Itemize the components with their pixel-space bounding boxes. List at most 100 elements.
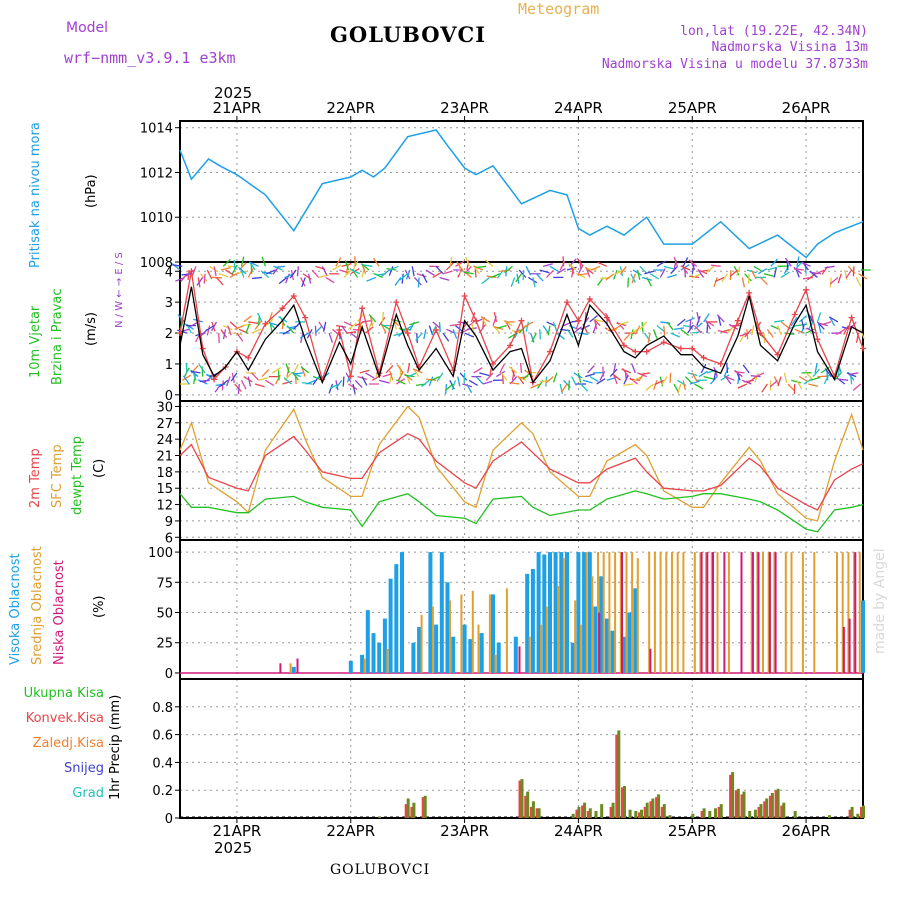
total-precip-bar — [588, 808, 592, 818]
gust-marker — [814, 336, 821, 343]
wind-arrow — [618, 321, 629, 326]
wind-arrow — [388, 266, 394, 276]
wind-arrow — [251, 372, 259, 381]
date-label-top: 21APR — [212, 99, 262, 117]
wind-arrow — [737, 374, 741, 385]
wind-arrow — [694, 383, 704, 390]
wind-arrow — [721, 273, 729, 283]
high-cloud-bar — [536, 552, 541, 673]
high-cloud-bar — [627, 612, 632, 673]
wind-arrow — [247, 376, 252, 387]
gust-marker — [643, 348, 650, 355]
wind-arrow — [177, 314, 186, 323]
wind-arrow — [656, 260, 666, 267]
wind-arrow — [435, 265, 444, 275]
wind-arrow — [344, 260, 350, 271]
wind-arrow — [649, 273, 660, 280]
wind-arrow — [500, 269, 511, 273]
wind-arrow — [669, 372, 672, 383]
wind-arrow — [611, 325, 621, 332]
wind-arrow — [682, 257, 689, 267]
wind-arrow — [403, 325, 413, 332]
wind-arrow — [380, 323, 390, 330]
wind-arrow — [399, 273, 409, 281]
wind-arrow — [691, 372, 698, 382]
high-cloud-bar — [360, 654, 365, 673]
total-precip-bar — [748, 811, 752, 818]
wind-arrow — [189, 321, 199, 328]
wind-arrow — [321, 266, 328, 276]
gust-marker — [632, 348, 639, 355]
wind-arrow — [609, 368, 618, 378]
wind-arrow — [389, 265, 399, 271]
wind-arrow — [796, 323, 807, 327]
wind-arrow — [372, 257, 380, 267]
wind-arrow — [597, 261, 608, 267]
wind-arrow — [245, 323, 251, 334]
date-label-top: 26APR — [781, 99, 831, 117]
wind-arrow — [193, 374, 197, 385]
wind-arrow — [535, 273, 544, 282]
y-tick-label: 1 — [165, 358, 173, 373]
wind-arrow — [559, 260, 566, 271]
wind-arrow — [227, 325, 232, 336]
y-tick-label: 25 — [156, 637, 173, 652]
total-precip-bar — [776, 788, 780, 818]
wind-arrow — [736, 266, 741, 277]
wind-arrow — [211, 321, 218, 332]
wind-arrow — [801, 319, 805, 330]
wind-arrow — [509, 381, 520, 385]
wind-arrow — [573, 372, 583, 379]
y-tick-label: 75 — [156, 576, 173, 591]
y-tick-label: 15 — [156, 482, 173, 497]
wind-arrow — [315, 325, 323, 334]
wind-arrow — [296, 266, 300, 277]
wind-arrow — [529, 332, 535, 343]
mid-cloud-bar — [494, 654, 497, 673]
wind-arrow — [780, 271, 790, 278]
wind-arrow — [623, 383, 634, 387]
wind-arrow — [218, 273, 229, 278]
wind-arrow — [677, 318, 686, 327]
wind-arrow — [838, 378, 849, 381]
total-precip-bar — [793, 811, 797, 818]
mid-cloud-bar — [801, 552, 804, 673]
wind-arrow — [566, 328, 574, 338]
wind-arrow — [350, 268, 361, 275]
wind-arrow — [703, 313, 710, 323]
wind-arrow — [490, 273, 501, 279]
wind-arrow — [653, 380, 658, 391]
gust-marker — [603, 314, 610, 321]
wind-arrow — [197, 379, 208, 385]
high-cloud-bar — [861, 600, 865, 673]
wind-arrow — [524, 321, 534, 328]
wind-arrow — [571, 376, 577, 386]
low-cloud-bar — [774, 552, 777, 673]
gust-marker — [450, 367, 457, 374]
elevation-label: Nadmorska Visina 13m — [711, 40, 868, 55]
pressure-line — [179, 129, 864, 259]
mid-cloud-bar — [591, 576, 594, 673]
wind-arrow — [814, 269, 825, 275]
convective-precip-bar — [643, 806, 647, 818]
y-tick-label: 1012 — [140, 166, 173, 181]
wind-arrow — [828, 316, 839, 323]
low-cloud-bar — [279, 663, 282, 673]
total-precip-bar — [742, 791, 746, 818]
wind-arrow — [628, 328, 638, 336]
mid-cloud-bar — [750, 552, 753, 673]
wind-arrow — [451, 380, 457, 391]
high-cloud-bar — [576, 552, 581, 673]
gust-marker — [546, 348, 553, 355]
wind-arrow — [425, 269, 435, 276]
convective-precip-bar — [734, 790, 738, 818]
wind-arrow — [582, 379, 593, 384]
legend-snow: Snijeg — [64, 761, 104, 776]
wind-arrow — [213, 266, 217, 277]
wind-arrow — [464, 332, 475, 338]
wind-arrow — [585, 373, 596, 378]
y-tick-label: 1014 — [140, 122, 173, 137]
wind-arrow — [835, 328, 846, 336]
mid-cloud-bar — [460, 594, 463, 673]
wind-arrow — [261, 368, 270, 378]
